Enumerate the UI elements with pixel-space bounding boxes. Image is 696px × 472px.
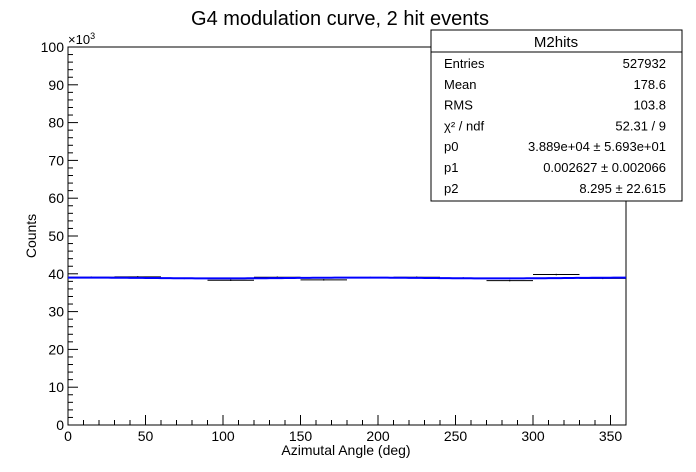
y-tick-label: 30: [48, 304, 64, 320]
y-tick-label: 60: [48, 190, 64, 206]
histogram-bin: [300, 279, 347, 281]
x-axis-label: Azimutal Angle (deg): [281, 442, 410, 458]
stats-row-value: 3.889e+04 ± 5.693e+01: [528, 139, 666, 154]
x-tick-label: 250: [444, 428, 468, 444]
chart-title: G4 modulation curve, 2 hit events: [191, 8, 489, 30]
stats-row-value: 527932: [623, 56, 666, 71]
stats-row-label: p0: [444, 139, 458, 154]
y-tick-label: 70: [48, 152, 64, 168]
y-tick-label: 10: [48, 379, 64, 395]
x-tick-label: 50: [138, 428, 154, 444]
y-tick-label: 100: [41, 39, 65, 55]
stats-row-label: Entries: [444, 56, 485, 71]
y-tick-label: 50: [48, 228, 64, 244]
stats-row-label: p2: [444, 181, 458, 196]
stats-row-value: 178.6: [633, 77, 666, 92]
x-tick-label: 200: [366, 428, 390, 444]
histogram-bin: [207, 279, 254, 281]
fit-curve: [67, 276, 626, 280]
y-axis: 0 10 20 30 40 50 60 70 80 90 100: [41, 39, 78, 433]
stats-row-value: 0.002627 ± 0.002066: [543, 160, 666, 175]
y-tick-label: 80: [48, 115, 64, 131]
x-tick-label: 300: [521, 428, 545, 444]
x-tick-label: 350: [599, 428, 623, 444]
stats-row-value: 52.31 / 9: [615, 118, 666, 133]
x-tick-label: 0: [64, 428, 72, 444]
stats-row-label: Mean: [444, 77, 477, 92]
y-multiplier: ×103: [68, 31, 95, 47]
histogram-bin: [486, 279, 533, 282]
x-axis: 0 50 100 150 200 250 300 350: [64, 415, 627, 444]
stats-title: M2hits: [534, 34, 578, 51]
y-tick-label: 90: [48, 77, 64, 93]
stats-row-value: 103.8: [633, 98, 666, 113]
y-tick-label: 0: [56, 417, 64, 433]
stats-row-value: 8.295 ± 22.615: [579, 181, 666, 196]
histogram-bin: [533, 273, 580, 276]
y-tick-label: 40: [48, 266, 64, 282]
stats-row-label: p1: [444, 160, 458, 175]
y-tick-label: 20: [48, 341, 64, 357]
x-tick-label: 100: [211, 428, 235, 444]
stats-row-label: χ² / ndf: [444, 118, 484, 133]
y-axis-label: Counts: [23, 214, 39, 258]
x-tick-label: 150: [289, 428, 313, 444]
stats-box: M2hits Entries 527932 Mean 178.6 RMS 103.8 χ² …: [430, 29, 683, 202]
stats-row-label: RMS: [444, 98, 473, 113]
